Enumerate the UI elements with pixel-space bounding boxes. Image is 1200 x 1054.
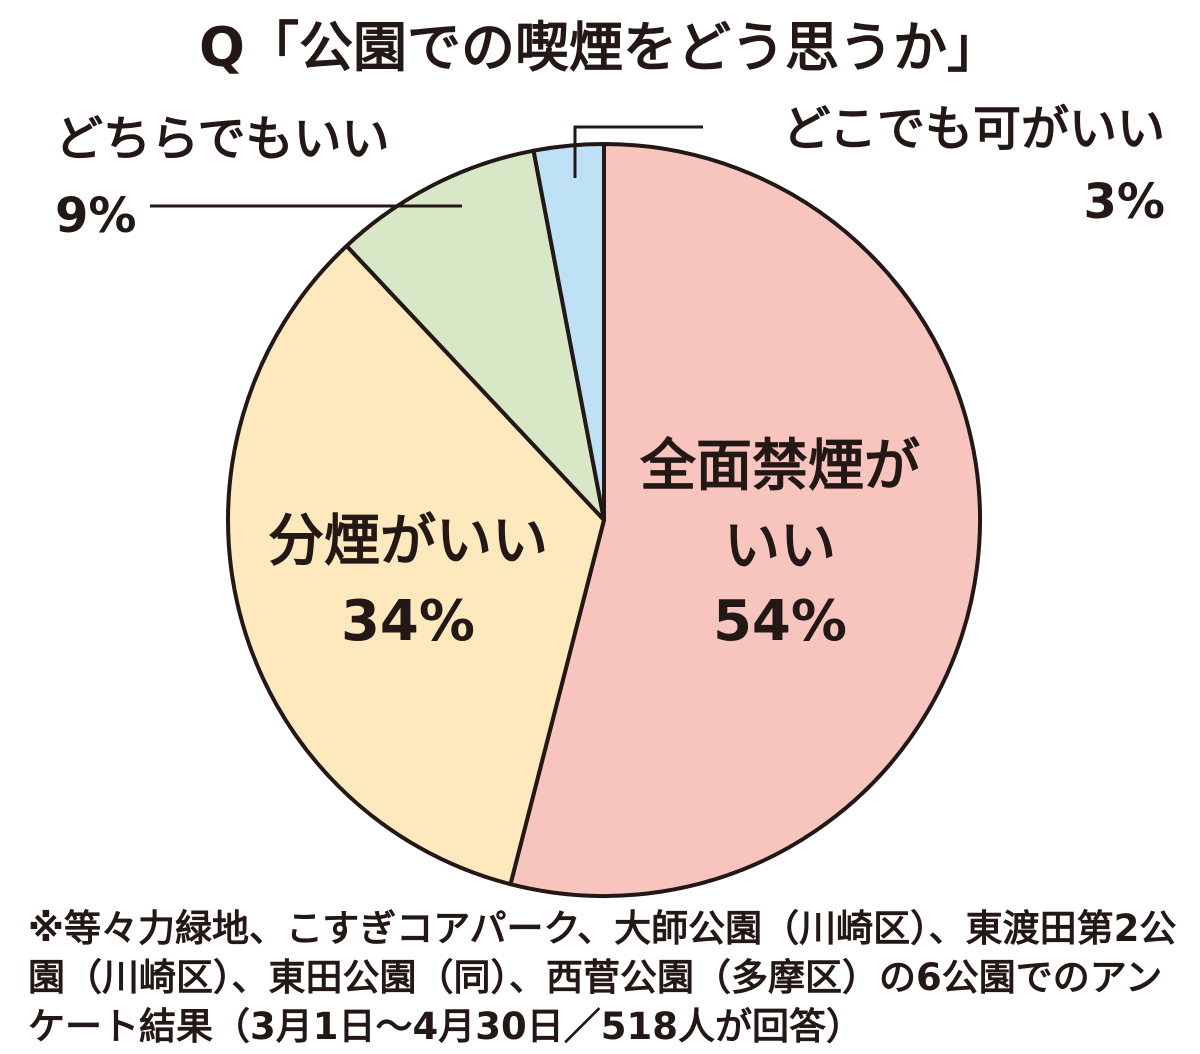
slice-2-value-label: 34% [341,589,475,654]
slice-4-leader-line [573,125,703,178]
slice-1-value-label: 54% [713,589,847,654]
slice-3-value-label: 9% [55,188,137,244]
slice-2-wedge [226,243,606,887]
pie-slices [226,142,982,898]
slice-1-label-line-2: いい [724,514,836,579]
slice-2-label-line-1: 分煙がいい [268,509,548,574]
slice-3-label-line-1: どちらでもいい [55,111,390,167]
slice-3-wedge [344,148,606,522]
slice-4-label-line-1: どこでも可がいい [782,101,1165,157]
slice-1-wedge [508,142,982,898]
slice-4-wedge [531,142,606,522]
slice-4-value-label: 3% [1084,174,1166,230]
chart-title: Q「公園での喫煙をどう思うか」 [199,16,1001,79]
leader-lines [150,125,703,208]
survey-footnote: ※等々力緑地、こすぎコアパーク、大師公園（川崎区）、東渡田第2公園（川崎区）、東… [28,907,1177,1048]
slice-1-label-line-1: 全面禁煙が [639,434,920,499]
